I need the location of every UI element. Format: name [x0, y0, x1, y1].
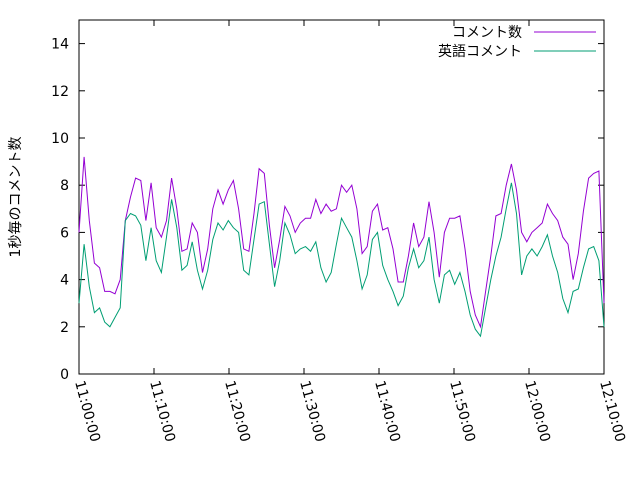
legend-label-2: 英語コメント — [438, 43, 522, 60]
x-axis: 11:00:00 11:10:00 11:20:00 11:30:00 11:40:00… — [71, 20, 628, 444]
y-tick-label: 12 — [51, 84, 69, 100]
legend-label-1: コメント数 — [452, 25, 522, 41]
y-axis: 0 2 4 6 8 10 12 14 — [51, 37, 604, 383]
x-tick-label: 11:00:00 — [71, 379, 103, 444]
plot-frame — [78, 19, 605, 375]
y-tick-label: 14 — [51, 37, 69, 53]
y-tick-label: 8 — [60, 178, 69, 194]
x-tick-label: 11:40:00 — [371, 379, 403, 444]
y-tick-label: 0 — [60, 367, 69, 383]
x-tick-label: 11:30:00 — [296, 379, 328, 444]
x-tick-label: 11:50:00 — [446, 379, 478, 444]
series-line-1 — [78, 156, 605, 329]
y-tick-label: 6 — [60, 225, 69, 241]
x-tick-label: 12:10:00 — [596, 379, 628, 444]
x-tick-label: 11:20:00 — [221, 379, 253, 444]
x-tick-label: 11:10:00 — [146, 379, 178, 444]
y-tick-label: 10 — [51, 131, 69, 147]
series-line-2 — [78, 182, 605, 338]
series-layer — [78, 156, 605, 338]
x-tick-label: 12:00:00 — [521, 379, 553, 444]
y-axis-label: 1秒毎のコメント数 — [8, 137, 24, 258]
y-tick-label: 4 — [60, 273, 69, 289]
y-tick-label: 2 — [60, 320, 69, 336]
